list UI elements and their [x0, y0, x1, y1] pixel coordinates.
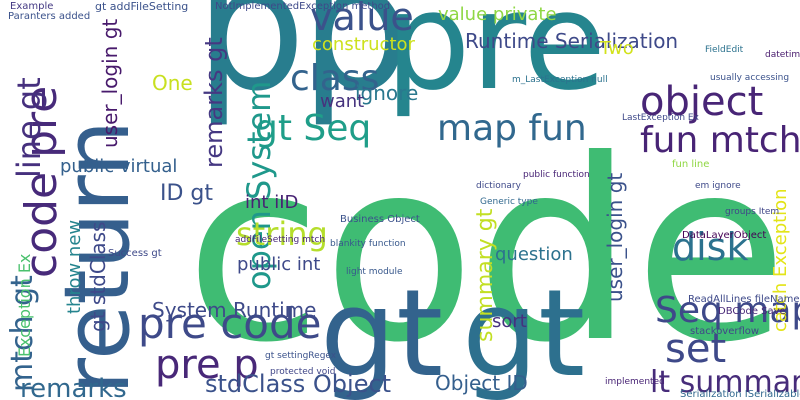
- word: summary gt: [473, 208, 498, 342]
- word: mtch gt: [5, 275, 40, 392]
- word: gt settingRegex: [265, 351, 337, 361]
- word: Generic type: [480, 197, 538, 207]
- word: user_login gt: [603, 173, 627, 302]
- word: DataLayerObject: [682, 230, 766, 241]
- word: datetime: [765, 50, 800, 60]
- word: return: [45, 120, 150, 395]
- word: pre: [385, 0, 606, 120]
- word: Exception Ex: [15, 254, 34, 357]
- word: m_LastException null: [512, 75, 608, 85]
- word: gt addFileSetting: [95, 0, 188, 13]
- word: stdClass Object: [205, 370, 391, 398]
- word: disk: [672, 225, 748, 269]
- word: object: [640, 79, 763, 125]
- word: map fun: [437, 108, 587, 149]
- word: gt stdClass: [86, 222, 110, 332]
- word: LastException Ex: [622, 113, 700, 123]
- word: Runtime Serialization: [465, 29, 678, 53]
- word: Paranters added: [8, 11, 90, 22]
- word: code: [185, 106, 788, 397]
- word: gt: [462, 265, 585, 400]
- word: public int: [237, 254, 320, 275]
- word: Business Object: [340, 214, 420, 225]
- word: usually accessing: [710, 73, 789, 83]
- word: pre p: [155, 342, 259, 388]
- word: em ignore: [695, 181, 741, 191]
- word: ignore: [355, 81, 418, 105]
- word: pre code: [138, 299, 321, 348]
- word: Example: [10, 1, 53, 12]
- word: line gt: [10, 77, 48, 178]
- word: FieldEdit: [705, 45, 744, 55]
- word: constructor: [312, 34, 416, 55]
- word: implemented: [605, 377, 665, 387]
- word: Success gt: [108, 248, 162, 259]
- word: string: [236, 215, 328, 253]
- word: sort: [492, 311, 527, 332]
- word: protected void: [270, 367, 335, 377]
- word: Serialization ISerializable: [680, 389, 800, 400]
- word: class: [290, 58, 379, 99]
- word: Two: [599, 38, 634, 59]
- word: value: [310, 0, 414, 39]
- word: lt summary: [650, 365, 800, 400]
- word: value private: [438, 4, 557, 25]
- word: catch Exception: [770, 188, 791, 332]
- word: Object ID: [435, 371, 528, 395]
- word: ID gt: [160, 181, 213, 206]
- word: question: [495, 244, 573, 265]
- word: NotImplementedException method: [215, 1, 390, 12]
- word: Seq map: [655, 290, 800, 331]
- word: System Runtime: [152, 298, 316, 322]
- word: remarks: [20, 374, 127, 400]
- word: public virtual: [60, 156, 177, 177]
- word: fun mtch: [640, 120, 800, 161]
- word: p: [300, 0, 411, 130]
- word: fun line: [672, 159, 709, 170]
- word: One: [152, 71, 193, 95]
- word: int iID: [245, 192, 298, 213]
- word: blankity function: [330, 239, 406, 249]
- word: stackoverflow: [690, 326, 759, 337]
- word: groups Item: [725, 207, 779, 217]
- word: ReadAllLines fileName: [688, 294, 799, 305]
- word: throw new: [64, 220, 85, 314]
- word: p: [195, 0, 306, 130]
- word: DBCode Save: [718, 306, 786, 317]
- word: gt: [320, 265, 443, 400]
- word: user_login gt: [98, 19, 122, 148]
- word: addFileSetting mtch: [235, 235, 325, 245]
- word: remarks gt: [200, 37, 228, 168]
- word: public function: [523, 170, 590, 180]
- word: open System: [240, 81, 278, 290]
- word: gt Seq: [255, 108, 371, 149]
- word: set: [665, 326, 726, 372]
- word: want: [320, 91, 364, 112]
- word: code pre: [16, 86, 67, 278]
- word: light module: [346, 267, 403, 277]
- word: dictionary: [476, 181, 522, 191]
